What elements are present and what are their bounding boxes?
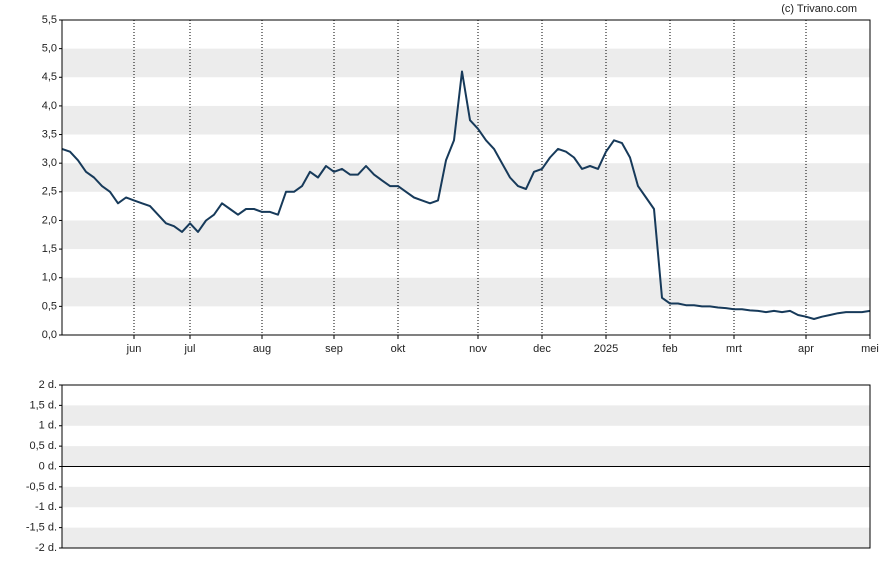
grid-band (62, 163, 870, 192)
grid-band (62, 446, 870, 467)
y-tick-label: 4,0 (42, 100, 57, 112)
source-credit: (c) Trivano.com (781, 3, 857, 15)
x-tick-label: 2025 (594, 343, 618, 355)
y-tick-label: 0,5 (42, 300, 57, 312)
y-tick-label: 5,5 (42, 14, 57, 26)
y-tick-label: 1,0 (42, 272, 57, 284)
y-tick-label: 1 d. (39, 420, 57, 432)
y-tick-label: 3,0 (42, 157, 57, 169)
x-tick-label: feb (662, 343, 677, 355)
y-tick-label: 2 d. (39, 379, 57, 391)
grid-band (62, 48, 870, 78)
grid-band (62, 527, 870, 548)
x-tick-label: okt (391, 343, 406, 355)
y-tick-label: 0,0 (42, 329, 57, 341)
x-tick-label: jun (126, 343, 142, 355)
price-line (61, 70, 871, 320)
y-tick-label: 1,5 (42, 243, 57, 255)
x-tick-label: sep (325, 343, 343, 355)
plot-frame (61, 384, 871, 549)
grid-band (62, 277, 870, 307)
y-tick-label: 2,0 (42, 214, 57, 226)
grid-band (62, 405, 870, 426)
x-tick-label: jul (183, 343, 195, 355)
y-tick-label: 4,5 (42, 71, 57, 83)
grid-band (62, 220, 870, 250)
grid-band (62, 486, 870, 508)
x-tick-label: mrt (726, 343, 742, 355)
x-tick-label: mei (861, 343, 879, 355)
grid-band (62, 105, 870, 135)
y-tick-label: 5,0 (42, 43, 57, 55)
y-tick-label: -2 d. (35, 542, 57, 554)
y-tick-label: 0,5 d. (29, 440, 57, 452)
y-tick-label: -0,5 d. (26, 481, 57, 493)
y-tick-label: -1,5 d. (26, 522, 57, 534)
x-tick-label: aug (253, 343, 271, 355)
y-tick-label: 2,5 (42, 186, 57, 198)
x-tick-label: nov (469, 343, 487, 355)
y-tick-label: 0 d. (39, 460, 57, 472)
y-tick-label: -1 d. (35, 501, 57, 513)
y-tick-label: 1,5 d. (29, 399, 57, 411)
x-tick-label: dec (533, 343, 551, 355)
plot-frame (61, 19, 871, 336)
y-tick-label: 3,5 (42, 128, 57, 140)
x-tick-label: apr (798, 343, 814, 355)
